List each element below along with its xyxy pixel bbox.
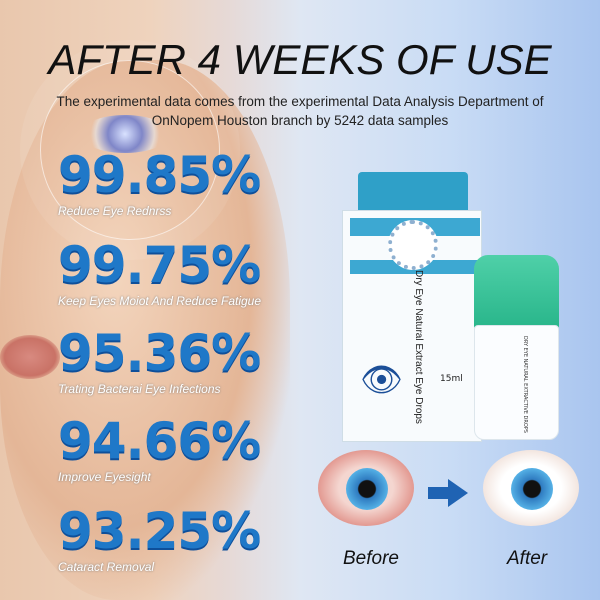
subtitle: The experimental data comes from the exp… [0, 92, 600, 130]
iris [511, 468, 553, 510]
stat-label: Trating Bacterai Eye Infections [58, 382, 221, 396]
stat-item: 94.66% Improve Eyesight [58, 412, 261, 484]
subtitle-line-2: OnNopem Houston branch by 5242 data samp… [151, 113, 449, 128]
brand-logo-medallion [388, 220, 438, 270]
stat-value: 95.36% [58, 324, 261, 382]
stat-label: Improve Eyesight [58, 470, 151, 484]
stat-item: 93.25% Cataract Removal [58, 502, 261, 574]
eye-drop-icon: 👁 [360, 360, 404, 400]
model-eye [80, 115, 170, 153]
subtitle-line-1: The experimental data comes from the exp… [56, 94, 544, 109]
stat-item: 99.75% Keep Eyes Moiot And Reduce Fatigue [58, 238, 261, 308]
model-lips [0, 335, 60, 379]
eye-drop-bottle [474, 325, 559, 440]
stat-value: 99.85% [58, 146, 261, 204]
headline: AFTER 4 WEEKS OF USE [48, 36, 552, 83]
stat-value: 99.75% [58, 236, 261, 294]
box-product-name: Dry Eye Natural Extract Eye Drops [413, 270, 424, 424]
iris [346, 468, 388, 510]
stat-label: Reduce Eye Rednrss [58, 204, 172, 218]
before-label: Before [343, 548, 399, 569]
after-label: After [507, 548, 548, 569]
stat-value: 93.25% [58, 502, 261, 560]
stat-item: 95.36% Trating Bacterai Eye Infections [58, 324, 261, 396]
bottle-cap [474, 255, 559, 330]
before-eye-image [318, 450, 414, 526]
arrow-right-icon-head [448, 479, 468, 507]
after-eye-image [483, 450, 579, 526]
eye-scan-ring [40, 60, 220, 240]
arrow-right-icon [428, 487, 450, 499]
stat-item: 99.85% Reduce Eye Rednrss [58, 146, 261, 218]
box-volume: 15ml [440, 374, 463, 384]
bottle-label: DRY EYE NATURAL EXTRACTIVE DROPS [522, 336, 528, 433]
stat-label: Cataract Removal [58, 560, 155, 574]
stat-label: Keep Eyes Moiot And Reduce Fatigue [58, 294, 262, 308]
stat-value: 94.66% [58, 412, 261, 470]
